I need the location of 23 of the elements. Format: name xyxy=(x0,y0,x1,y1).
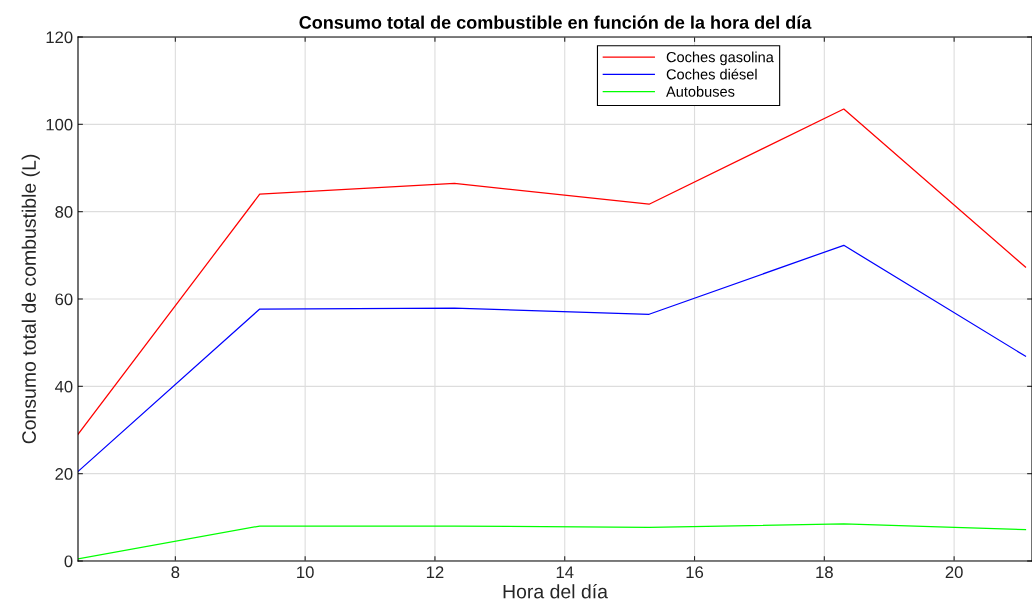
x-tick-label: 10 xyxy=(297,566,314,579)
y-tick-label: 0 xyxy=(64,555,73,568)
y-tick-label: 20 xyxy=(55,468,73,480)
legend-label: Coches gasolina xyxy=(666,51,774,66)
line-series xyxy=(78,244,1027,473)
y-tick-label: 80 xyxy=(55,206,73,218)
y-tick-label: 120 xyxy=(46,31,73,44)
x-tick-label: 8 xyxy=(171,566,180,579)
x-tick-label: 20 xyxy=(945,566,963,579)
line-series xyxy=(78,108,1027,435)
legend-label: Coches diésel xyxy=(666,68,757,80)
x-tick-label: 14 xyxy=(556,566,574,578)
x-tick-label: 16 xyxy=(686,566,704,579)
legend-label: Autobuses xyxy=(666,86,735,97)
x-tick-label: 18 xyxy=(816,566,833,579)
x-axis-title: Hora del día xyxy=(503,583,608,599)
line-series xyxy=(78,523,1027,560)
y-tick-label: 60 xyxy=(55,293,73,306)
y-tick-label: 100 xyxy=(46,118,73,131)
y-tick-label: 40 xyxy=(54,380,73,393)
chart-title: Consumo total de combustible en función de la hora del día xyxy=(299,15,812,29)
y-axis-title: Consumo total de combustible (L) xyxy=(21,154,40,444)
x-tick-label: 12 xyxy=(426,566,444,578)
